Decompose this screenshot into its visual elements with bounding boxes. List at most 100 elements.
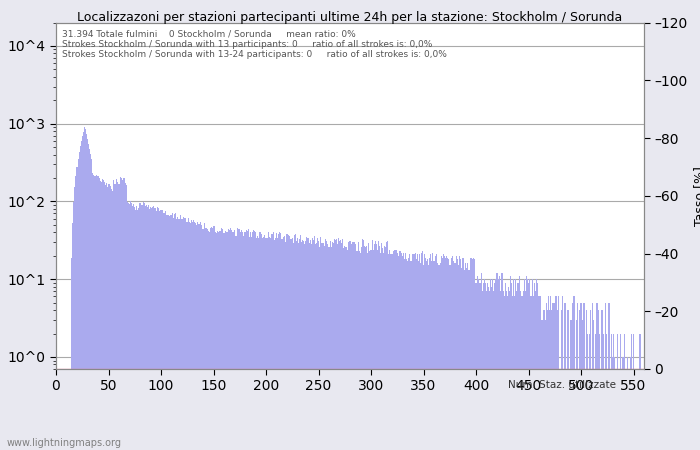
Bar [267, 232, 269, 450]
Bar [248, 237, 250, 450]
Bar [177, 216, 178, 450]
Bar [489, 291, 490, 450]
Bar [536, 279, 538, 450]
Bar [199, 224, 200, 450]
Bar [494, 283, 496, 450]
Bar [363, 240, 364, 450]
Bar [576, 320, 578, 450]
Bar [209, 232, 210, 450]
Bar [321, 243, 322, 450]
Bar [145, 206, 146, 450]
Bar [150, 207, 151, 450]
Bar [378, 241, 379, 450]
Bar [168, 216, 169, 450]
Bar [353, 242, 354, 450]
Bar [358, 242, 359, 450]
Bar [311, 244, 312, 450]
Bar [235, 236, 236, 450]
Bar [599, 333, 601, 450]
Bar [246, 231, 248, 450]
Bar [89, 149, 90, 450]
Bar [470, 257, 471, 450]
Bar [510, 276, 511, 450]
Bar [215, 232, 216, 450]
Bar [557, 310, 559, 450]
Bar [482, 291, 483, 450]
Bar [251, 237, 252, 450]
Bar [241, 230, 242, 450]
Bar [456, 259, 458, 450]
Bar [403, 252, 404, 450]
Bar [609, 302, 610, 450]
Bar [212, 229, 213, 450]
Bar [110, 186, 111, 450]
Bar [92, 173, 93, 450]
Bar [345, 247, 346, 450]
Bar [84, 127, 85, 450]
Bar [129, 204, 130, 450]
Bar [103, 180, 104, 450]
Bar [148, 205, 149, 450]
Bar [262, 238, 263, 450]
Bar [503, 291, 504, 450]
Bar [179, 219, 181, 450]
Bar [204, 229, 206, 450]
Bar [410, 261, 412, 450]
Bar [78, 152, 80, 450]
Bar [527, 279, 528, 450]
Bar [380, 252, 381, 450]
Bar [139, 203, 141, 450]
Bar [449, 266, 450, 450]
Bar [240, 232, 241, 450]
Bar [377, 250, 378, 450]
Bar [481, 273, 482, 450]
Bar [596, 302, 597, 450]
Bar [486, 291, 487, 450]
Bar [398, 256, 399, 450]
Bar [553, 302, 554, 450]
Bar [592, 302, 593, 450]
Bar [418, 261, 419, 450]
Bar [572, 302, 573, 450]
Bar [269, 237, 270, 450]
Bar [278, 234, 279, 450]
Bar [508, 287, 509, 450]
Bar [189, 222, 190, 450]
Bar [307, 238, 309, 450]
Bar [190, 223, 191, 450]
Bar [87, 139, 88, 450]
Bar [258, 238, 259, 450]
Bar [237, 229, 238, 450]
Bar [192, 221, 193, 450]
Bar [513, 279, 514, 450]
Bar [210, 229, 211, 450]
Bar [571, 320, 572, 450]
Bar [405, 252, 406, 450]
Bar [580, 302, 582, 450]
Bar [439, 266, 440, 450]
Bar [108, 184, 109, 450]
Bar [483, 283, 484, 450]
Bar [639, 333, 640, 450]
Bar [468, 270, 469, 450]
Bar [430, 254, 431, 450]
Bar [347, 250, 349, 450]
Bar [260, 232, 261, 450]
Bar [612, 357, 613, 450]
Bar [197, 221, 198, 450]
Bar [300, 235, 301, 450]
Bar [174, 215, 175, 450]
Bar [344, 246, 345, 450]
Bar [194, 221, 195, 450]
Bar [255, 232, 256, 450]
Bar [125, 183, 126, 450]
Bar [416, 254, 418, 450]
Bar [272, 234, 273, 450]
Bar [601, 310, 603, 450]
Bar [407, 261, 408, 450]
Y-axis label: Tasso [%]: Tasso [%] [693, 166, 700, 226]
Bar [126, 185, 127, 450]
Bar [461, 268, 462, 450]
Bar [402, 256, 403, 450]
Bar [151, 208, 152, 450]
